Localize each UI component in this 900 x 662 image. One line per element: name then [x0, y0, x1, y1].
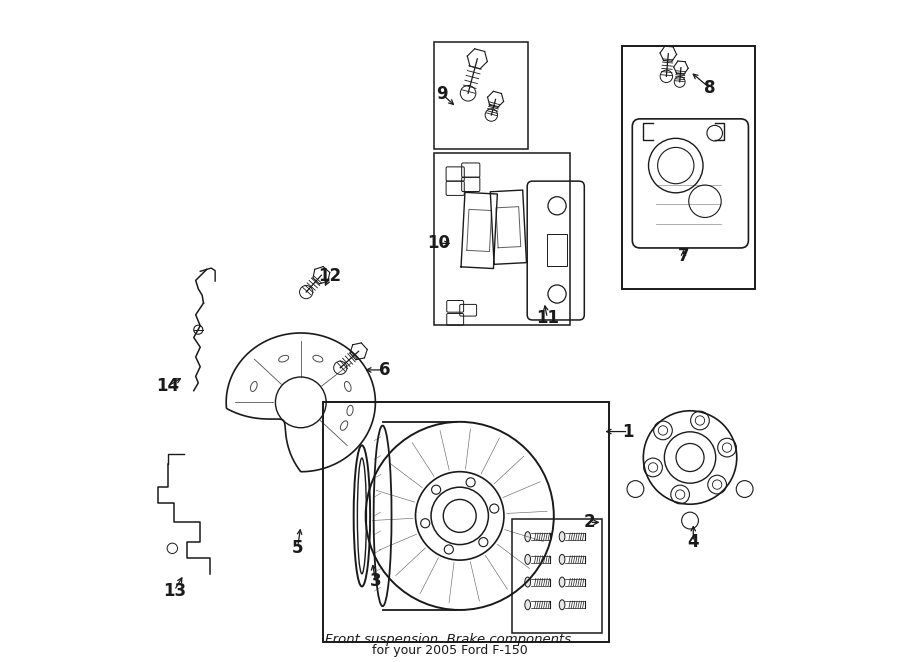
Ellipse shape [559, 532, 565, 542]
Text: 1: 1 [623, 422, 634, 440]
Text: 9: 9 [436, 85, 448, 103]
Ellipse shape [559, 577, 565, 587]
Text: 13: 13 [163, 581, 185, 600]
Bar [511, 519, 602, 633]
Ellipse shape [525, 554, 530, 565]
Text: 4: 4 [688, 533, 699, 551]
Bar [434, 42, 528, 150]
Bar [323, 402, 609, 642]
Text: 8: 8 [704, 79, 716, 97]
Text: 10: 10 [428, 234, 451, 252]
Ellipse shape [525, 532, 530, 542]
Text: 12: 12 [319, 267, 341, 285]
Text: 2: 2 [584, 514, 595, 532]
Ellipse shape [559, 554, 565, 565]
Text: 6: 6 [380, 361, 391, 379]
Bar [622, 46, 755, 289]
Text: Front suspension. Brake components.: Front suspension. Brake components. [325, 633, 575, 645]
Text: 7: 7 [678, 248, 689, 265]
Ellipse shape [559, 600, 565, 610]
Ellipse shape [525, 600, 530, 610]
Text: 11: 11 [536, 309, 559, 327]
Text: 3: 3 [370, 572, 382, 590]
Text: 5: 5 [292, 540, 303, 557]
Ellipse shape [525, 577, 530, 587]
Text: 14: 14 [157, 377, 179, 395]
Bar [547, 234, 567, 266]
Bar [434, 153, 570, 324]
Text: for your 2005 Ford F-150: for your 2005 Ford F-150 [372, 643, 528, 657]
